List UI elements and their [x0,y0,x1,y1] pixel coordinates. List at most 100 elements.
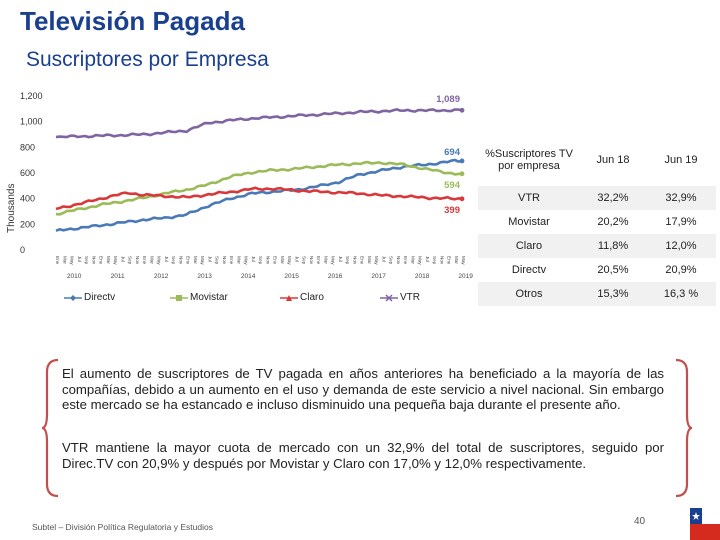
x-month-tick-label: May [157,256,162,265]
paragraph-market-growth: El aumento de suscriptores de TV pagada … [62,366,664,413]
series-line-claro [55,186,463,211]
page-number: 40 [634,516,646,527]
table-cell-jun19: 20,9% [665,264,697,276]
table-cell-jun19: 12,0% [646,234,716,258]
x-year-label: 2018 [415,273,430,280]
x-month-tick-label: Nov [135,256,140,265]
x-month-tick-label: May [418,256,423,265]
paragraph-market-share: VTR mantiene la mayor cuota de mercado c… [62,440,664,471]
table-header-jun18: Jun 18 [596,154,630,166]
x-month-tick-label: Jul [77,256,82,262]
x-year-label: 2011 [111,273,125,280]
slide-subtitle: Suscriptores por Empresa [26,48,269,71]
table-header-jun19: Jun 19 [664,154,698,166]
x-month-tick-label: May [200,256,205,265]
series-end-label-claro: 399 [444,205,460,216]
x-month-tick-label: Mar [106,256,111,264]
x-month-tick-label: Sep [302,256,307,265]
x-month-tick-label: Jul [164,256,169,262]
y-tick-label: 800 [20,142,35,152]
x-month-tick-label: Sep [215,256,220,265]
x-month-tick-label: Jul [425,256,430,262]
table-row: Otros 15,3% 16,3 % [478,282,716,306]
x-year-label: 2012 [154,273,169,280]
y-axis-title: Thousands [6,184,17,233]
table-cell-company: Directv [511,264,547,276]
x-month-tick-label: May [461,256,466,265]
slide-title: Televisión Pagada [20,6,245,36]
table-cell-jun19: 17,9% [665,216,697,228]
legend-label-movistar: Movistar [190,292,228,303]
left-brace [41,358,59,498]
legend-item-directv: Directv [64,292,115,303]
legend-label-directv: Directv [84,292,116,303]
subscriber-share-table: %Suscriptores TV por empresa Jun 18 Jun … [478,134,716,306]
legend-marker-movistar [170,294,188,301]
series-end-marker-directv [459,158,465,164]
legend-item-movistar: Movistar [170,292,228,303]
legend-item-vtr: VTR [380,292,420,303]
x-month-tick-label: Mar [193,256,198,264]
x-year-label: 2017 [371,273,386,280]
table-cell-jun18: 32,2% [580,186,646,210]
x-month-tick-label: Nov [352,256,357,265]
x-month-tick-label: May [331,256,336,265]
y-tick-label: 200 [20,219,35,229]
y-tick-label: 1,000 [20,117,43,127]
x-month-tick-label: May [70,256,75,265]
x-month-tick-label: May [374,256,379,265]
table-row: Claro 11,8% 12,0% [478,234,716,258]
x-month-tick-label: Sep [128,256,133,265]
legend-marker-vtr [380,293,398,302]
x-year-label: 2015 [284,273,299,280]
x-month-tick-label: Ene [142,256,147,265]
table-cell-company: VTR [478,186,580,210]
x-month-tick-label: Ene [55,256,60,265]
chile-flag-logo [690,508,720,540]
x-month-tick-label: Jul [120,256,125,262]
x-month-tick-label: Sep [258,256,263,265]
table-cell-company: Otros [478,282,580,306]
x-month-tick-label: Nov [91,256,96,265]
legend-marker-directv [64,294,82,301]
x-month-tick-label: Ene [403,256,408,265]
table-cell-jun18: 15,3% [580,282,646,306]
x-month-tick-label: Jul [338,256,343,262]
y-tick-label: 1,200 [20,91,43,101]
x-month-tick-label: Jul [381,256,386,262]
table-cell-jun19: 32,9% [646,186,716,210]
legend-label-claro: Claro [300,292,324,303]
x-year-label: 2019 [458,273,473,280]
x-year-label: 2010 [67,273,82,280]
x-month-tick-label: Mar [367,256,372,264]
x-month-tick-label: Mar [62,256,67,264]
x-month-tick-label: May [244,256,249,265]
x-month-tick-label: May [287,256,292,265]
x-month-tick-label: Nov [309,256,314,265]
legend-label-vtr: VTR [400,292,420,303]
footer-text: Subtel – División Política Regulatoria y… [32,522,213,532]
series-end-marker-claro [459,196,465,202]
y-tick-label: 400 [20,194,35,204]
table-row: Directv 20,5% 20,9% [478,258,716,282]
table-header-company: %Suscriptores TV por empresa [485,148,573,172]
x-month-tick-label: Nov [265,256,270,265]
series-end-marker-vtr [459,107,465,113]
x-month-tick-label: May [113,256,118,265]
x-month-tick-label: Nov [222,256,227,265]
series-line-directv [55,158,463,233]
chart-legend: Directv Movistar Claro VTR [40,292,440,308]
table-cell-jun18: 20,5% [597,264,629,276]
right-brace [675,358,693,498]
x-month-tick-label: Mar [236,256,241,264]
x-month-tick-label: Sep [345,256,350,265]
x-month-tick-label: Jul [207,256,212,262]
series-end-label-movistar: 594 [444,180,461,191]
table-row: VTR 32,2% 32,9% [478,186,716,210]
x-month-tick-label: Ene [447,256,452,265]
table-cell-jun19: 16,3 % [646,282,716,306]
table-row: Movistar 20,2% 17,9% [478,210,716,234]
series-end-label-directv: 694 [444,147,461,158]
table-cell-company: Claro [478,234,580,258]
